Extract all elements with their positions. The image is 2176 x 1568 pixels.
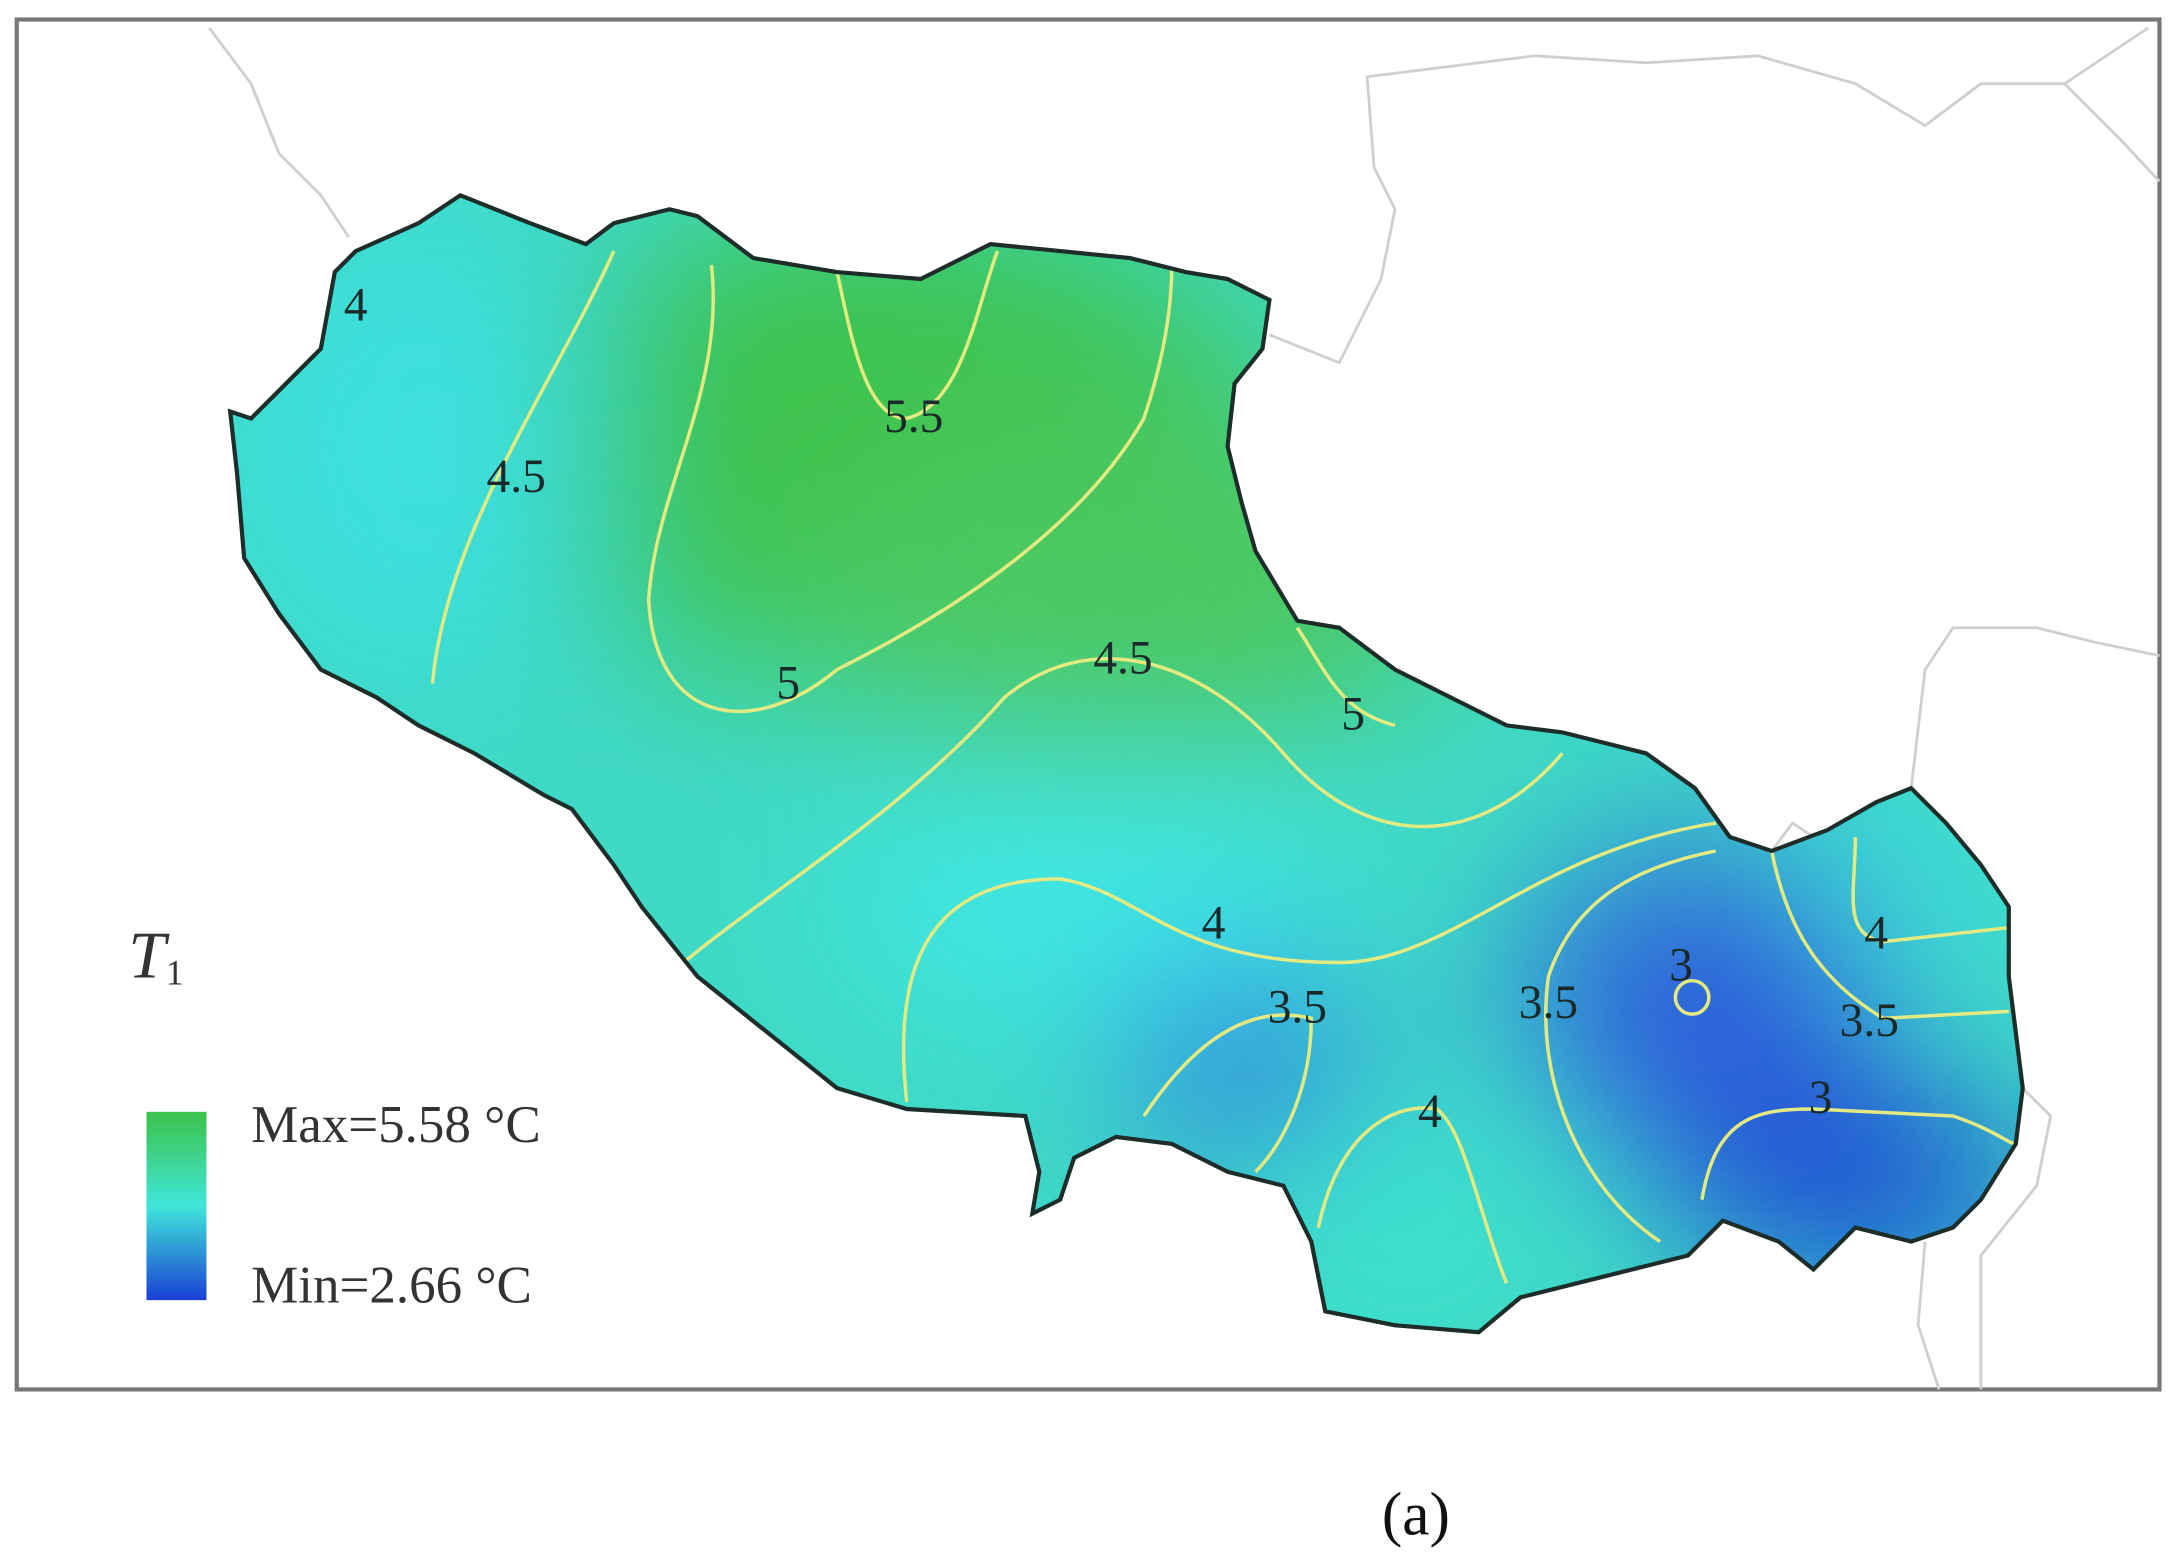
colorbar [146,1111,207,1301]
legend-min: Min=2.66 °C [251,1257,532,1315]
contour-label: 4 [1864,907,1888,959]
legend-max: Max=5.58 °C [251,1096,541,1154]
contour-label: 3.5 [1268,981,1327,1033]
contours [430,250,2017,1285]
contour-label: 5.5 [884,391,943,443]
contour-label: 3.5 [1519,977,1578,1029]
contour-label: 4.5 [487,451,546,503]
caption: (a) [1382,1481,1450,1549]
contour-label: 3 [1809,1072,1833,1124]
contour-label: 4.5 [1093,633,1152,685]
contour-label: 4 [1418,1086,1442,1138]
contour-label: 5 [1341,688,1365,740]
contour-label: 4 [344,280,368,332]
boundaries [208,26,2161,1390]
contour-label: 5 [776,658,800,710]
contour-label: 3.5 [1840,995,1899,1047]
subscript: 1 [166,953,184,993]
contour-label: 4 [1202,898,1226,950]
symbol: T [128,919,170,993]
contour-label: 3 [1669,939,1693,991]
legend-symbol: T1 [128,919,183,993]
